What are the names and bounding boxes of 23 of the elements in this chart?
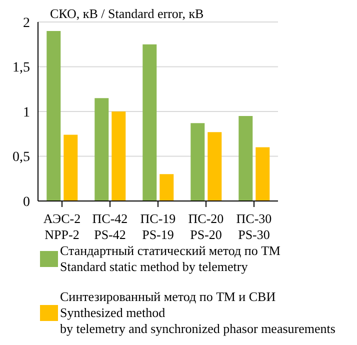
y-tick-label: 1,5 [12, 60, 30, 76]
bar [112, 112, 126, 201]
bar [46, 30, 61, 201]
bar [142, 44, 157, 201]
x-tick-label: ПС-19 PS-19 [140, 211, 176, 242]
bar [94, 98, 109, 201]
y-tick-label: 0,5 [12, 150, 30, 166]
x-tick-label: ПС-30 PS-30 [236, 211, 272, 242]
bar [64, 134, 78, 201]
x-tick-label: ПС-20 PS-20 [188, 211, 224, 242]
bar [190, 123, 205, 201]
y-tick-label: 1 [23, 105, 30, 120]
bar [238, 116, 253, 201]
x-tick-label: АЭС-2 NPP-2 [43, 211, 81, 242]
y-tick-label: 0 [23, 194, 30, 210]
legend-label: Синтезированный метод по ТМ и СВИ Synthesized method by telemetry and synchronized phasor measurements [60, 289, 336, 337]
y-tick-label: 2 [23, 16, 30, 31]
legend-label: Стандартный статический метод по ТМ Standard static method by telemetry [60, 243, 280, 275]
bar [160, 174, 174, 201]
bar [256, 147, 270, 201]
bar [208, 132, 222, 201]
y-axis-title: СКО, кВ / Standard error, кВ [50, 6, 204, 22]
x-tick-label: ПС-42 PS-42 [92, 211, 128, 242]
